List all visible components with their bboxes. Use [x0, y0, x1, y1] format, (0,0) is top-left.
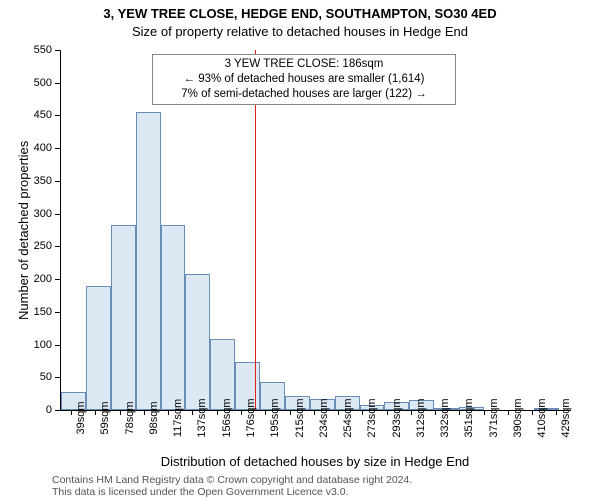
- chart-title-sub: Size of property relative to detached ho…: [0, 24, 600, 39]
- xtick-label: 156sqm: [221, 398, 233, 437]
- xtick-label: 254sqm: [342, 398, 354, 437]
- xtick-mark: [71, 410, 72, 415]
- histogram-bar: [161, 225, 186, 410]
- xtick-mark: [556, 410, 557, 415]
- xtick-label: 273sqm: [366, 398, 378, 437]
- ytick-label: 350: [22, 175, 52, 187]
- x-axis-label: Distribution of detached houses by size …: [60, 454, 570, 469]
- xtick-mark: [314, 410, 315, 415]
- xtick-label: 410sqm: [536, 398, 548, 437]
- xtick-mark: [387, 410, 388, 415]
- xtick-mark: [508, 410, 509, 415]
- xtick-label: 293sqm: [391, 398, 403, 437]
- xtick-label: 78sqm: [124, 401, 136, 434]
- xtick-mark: [241, 410, 242, 415]
- xtick-label: 98sqm: [148, 401, 160, 434]
- property-size-histogram: 3, YEW TREE CLOSE, HEDGE END, SOUTHAMPTO…: [0, 0, 600, 500]
- ytick-mark: [55, 246, 60, 247]
- ytick-mark: [55, 50, 60, 51]
- xtick-mark: [484, 410, 485, 415]
- xtick-mark: [192, 410, 193, 415]
- xtick-mark: [217, 410, 218, 415]
- xtick-label: 351sqm: [463, 398, 475, 437]
- ytick-mark: [55, 148, 60, 149]
- ytick-mark: [55, 410, 60, 411]
- histogram-bar: [136, 112, 161, 410]
- ytick-label: 250: [22, 240, 52, 252]
- ytick-mark: [55, 214, 60, 215]
- annotation-box: 3 YEW TREE CLOSE: 186sqm ← 93% of detach…: [152, 54, 456, 105]
- xtick-label: 195sqm: [269, 398, 281, 437]
- xtick-label: 429sqm: [560, 398, 572, 437]
- chart-title-main: 3, YEW TREE CLOSE, HEDGE END, SOUTHAMPTO…: [0, 6, 600, 21]
- ytick-label: 150: [22, 306, 52, 318]
- ytick-mark: [55, 83, 60, 84]
- xtick-mark: [459, 410, 460, 415]
- xtick-label: 176sqm: [245, 398, 257, 437]
- histogram-bar: [86, 286, 111, 410]
- xtick-label: 117sqm: [172, 399, 184, 437]
- xtick-label: 234sqm: [318, 398, 330, 437]
- ytick-label: 400: [22, 142, 52, 154]
- ytick-label: 300: [22, 208, 52, 220]
- ytick-label: 500: [22, 77, 52, 89]
- xtick-label: 371sqm: [488, 398, 500, 437]
- ytick-mark: [55, 312, 60, 313]
- xtick-mark: [144, 410, 145, 415]
- xtick-mark: [95, 410, 96, 415]
- annotation-line-3: 7% of semi-detached houses are larger (1…: [159, 87, 449, 102]
- ytick-label: 550: [22, 44, 52, 56]
- annotation-line-2: ← 93% of detached houses are smaller (1,…: [159, 72, 449, 87]
- ytick-mark: [55, 115, 60, 116]
- xtick-label: 39sqm: [75, 401, 87, 434]
- ytick-label: 100: [22, 339, 52, 351]
- xtick-label: 137sqm: [196, 398, 208, 437]
- xtick-mark: [435, 410, 436, 415]
- xtick-mark: [120, 410, 121, 415]
- ytick-label: 0: [22, 404, 52, 416]
- xtick-label: 59sqm: [99, 401, 111, 434]
- ytick-label: 200: [22, 273, 52, 285]
- ytick-mark: [55, 181, 60, 182]
- xtick-label: 215sqm: [294, 398, 306, 437]
- histogram-bar: [111, 225, 136, 410]
- xtick-mark: [362, 410, 363, 415]
- xtick-mark: [168, 410, 169, 415]
- xtick-label: 312sqm: [415, 398, 427, 437]
- ytick-label: 450: [22, 109, 52, 121]
- ytick-label: 50: [22, 371, 52, 383]
- xtick-label: 390sqm: [512, 398, 524, 437]
- xtick-mark: [290, 410, 291, 415]
- ytick-mark: [55, 377, 60, 378]
- xtick-mark: [338, 410, 339, 415]
- ytick-mark: [55, 345, 60, 346]
- xtick-mark: [532, 410, 533, 415]
- xtick-mark: [411, 410, 412, 415]
- histogram-bar: [185, 274, 210, 410]
- footer-note: Contains HM Land Registry data © Crown c…: [52, 474, 412, 498]
- xtick-mark: [265, 410, 266, 415]
- xtick-label: 332sqm: [439, 398, 451, 437]
- annotation-line-1: 3 YEW TREE CLOSE: 186sqm: [159, 57, 449, 72]
- ytick-mark: [55, 279, 60, 280]
- y-axis-label: Number of detached properties: [16, 141, 31, 320]
